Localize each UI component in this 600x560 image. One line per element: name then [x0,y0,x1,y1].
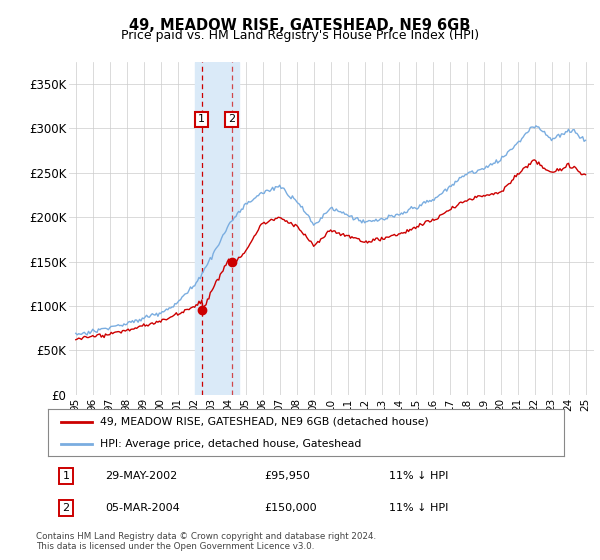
Text: HPI: Average price, detached house, Gateshead: HPI: Average price, detached house, Gate… [100,438,361,449]
Text: 2: 2 [62,503,70,513]
Text: 1: 1 [62,471,70,481]
Text: 1: 1 [198,114,205,124]
Text: This data is licensed under the Open Government Licence v3.0.: This data is licensed under the Open Gov… [36,542,314,550]
Text: 29-MAY-2002: 29-MAY-2002 [105,471,177,481]
Text: £95,950: £95,950 [265,471,311,481]
Text: 11% ↓ HPI: 11% ↓ HPI [389,503,448,513]
Text: 05-MAR-2004: 05-MAR-2004 [105,503,179,513]
Text: 49, MEADOW RISE, GATESHEAD, NE9 6GB: 49, MEADOW RISE, GATESHEAD, NE9 6GB [130,18,470,33]
Text: Price paid vs. HM Land Registry's House Price Index (HPI): Price paid vs. HM Land Registry's House … [121,29,479,42]
Text: 11% ↓ HPI: 11% ↓ HPI [389,471,448,481]
Text: Contains HM Land Registry data © Crown copyright and database right 2024.: Contains HM Land Registry data © Crown c… [36,532,376,541]
Text: 2: 2 [228,114,235,124]
Bar [195,62,239,395]
Text: £150,000: £150,000 [265,503,317,513]
Text: 49, MEADOW RISE, GATESHEAD, NE9 6GB (detached house): 49, MEADOW RISE, GATESHEAD, NE9 6GB (det… [100,417,428,427]
